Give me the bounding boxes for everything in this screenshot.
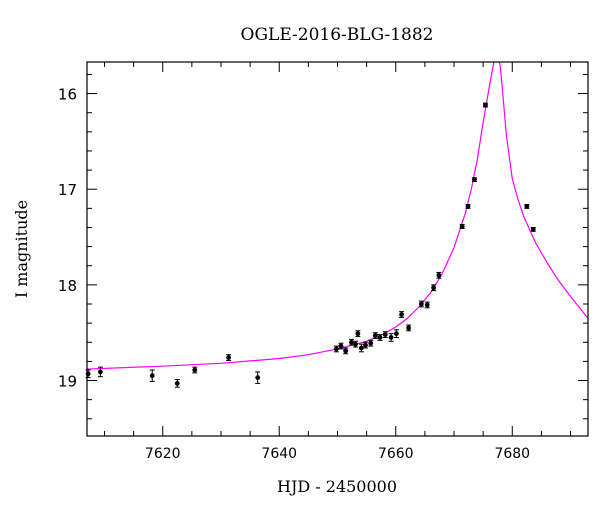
data-point — [471, 177, 477, 183]
y-tick-label: 19 — [58, 373, 77, 391]
data-point — [174, 379, 180, 388]
data-point — [418, 300, 424, 308]
y-axis-label: I magnitude — [12, 200, 31, 298]
data-point — [530, 226, 536, 232]
data-marker — [424, 302, 430, 308]
data-marker — [524, 204, 530, 209]
data-point — [388, 333, 394, 342]
data-point — [436, 271, 442, 279]
data-marker — [377, 335, 383, 340]
data-point — [482, 102, 488, 108]
data-marker — [393, 331, 399, 337]
data-point — [399, 311, 405, 318]
data-marker — [388, 335, 394, 340]
model-curve-layer — [87, 62, 588, 370]
data-point — [459, 224, 465, 229]
data-marker — [459, 224, 465, 229]
data-marker — [255, 375, 261, 381]
data-marker — [338, 343, 344, 349]
data-marker — [149, 373, 155, 379]
tick-labels: 7620 7640 7660 7680 16 17 18 19 — [58, 86, 530, 462]
data-point — [255, 371, 261, 384]
data-point — [368, 339, 374, 347]
data-points-layer — [85, 102, 536, 388]
data-point — [97, 366, 103, 378]
data-marker — [382, 332, 388, 338]
data-point — [149, 369, 155, 382]
data-marker — [368, 340, 374, 346]
data-marker — [174, 380, 180, 386]
data-marker — [97, 369, 103, 375]
y-tick-label: 17 — [58, 181, 77, 199]
data-point — [406, 324, 412, 332]
data-point — [382, 331, 388, 338]
data-point — [524, 204, 530, 209]
data-marker — [399, 312, 404, 317]
data-point — [377, 334, 383, 341]
x-tick-label: 7680 — [494, 446, 530, 462]
data-point — [358, 343, 364, 353]
data-point — [424, 301, 430, 309]
data-marker — [349, 339, 354, 345]
data-marker — [343, 348, 349, 354]
data-marker — [358, 345, 364, 351]
data-marker — [431, 285, 437, 291]
data-marker — [355, 331, 361, 337]
y-tick-label: 18 — [58, 277, 77, 295]
data-marker — [226, 355, 231, 360]
data-marker — [333, 346, 339, 352]
data-marker — [483, 102, 488, 108]
plot-frame — [86, 61, 589, 437]
x-tick-label: 7660 — [378, 446, 414, 462]
data-marker — [372, 333, 378, 338]
data-marker — [436, 272, 442, 278]
x-tick-label: 7640 — [261, 446, 297, 462]
data-point — [338, 342, 344, 350]
data-point — [226, 354, 232, 361]
data-point — [465, 204, 471, 209]
x-axis-label: HJD - 2450000 — [277, 477, 397, 496]
data-point — [362, 341, 368, 349]
data-marker — [406, 325, 411, 331]
data-point — [348, 338, 354, 346]
data-point — [431, 284, 437, 292]
data-point — [393, 329, 399, 338]
data-point — [343, 347, 349, 355]
x-tick-label: 7620 — [145, 446, 181, 462]
axis-ticks — [87, 62, 588, 436]
data-point — [333, 345, 339, 353]
data-point — [353, 340, 359, 348]
y-tick-label: 16 — [58, 86, 77, 104]
data-marker — [472, 177, 477, 183]
data-marker — [530, 226, 536, 232]
data-marker — [363, 342, 368, 348]
data-marker — [418, 301, 424, 307]
model-curve — [87, 62, 588, 370]
data-marker — [192, 367, 198, 373]
data-point — [372, 332, 378, 339]
chart-title: OGLE-2016-BLG-1882 — [241, 25, 434, 45]
data-marker — [465, 204, 471, 209]
data-marker — [353, 341, 358, 347]
data-point — [192, 366, 198, 374]
data-point — [355, 330, 361, 338]
